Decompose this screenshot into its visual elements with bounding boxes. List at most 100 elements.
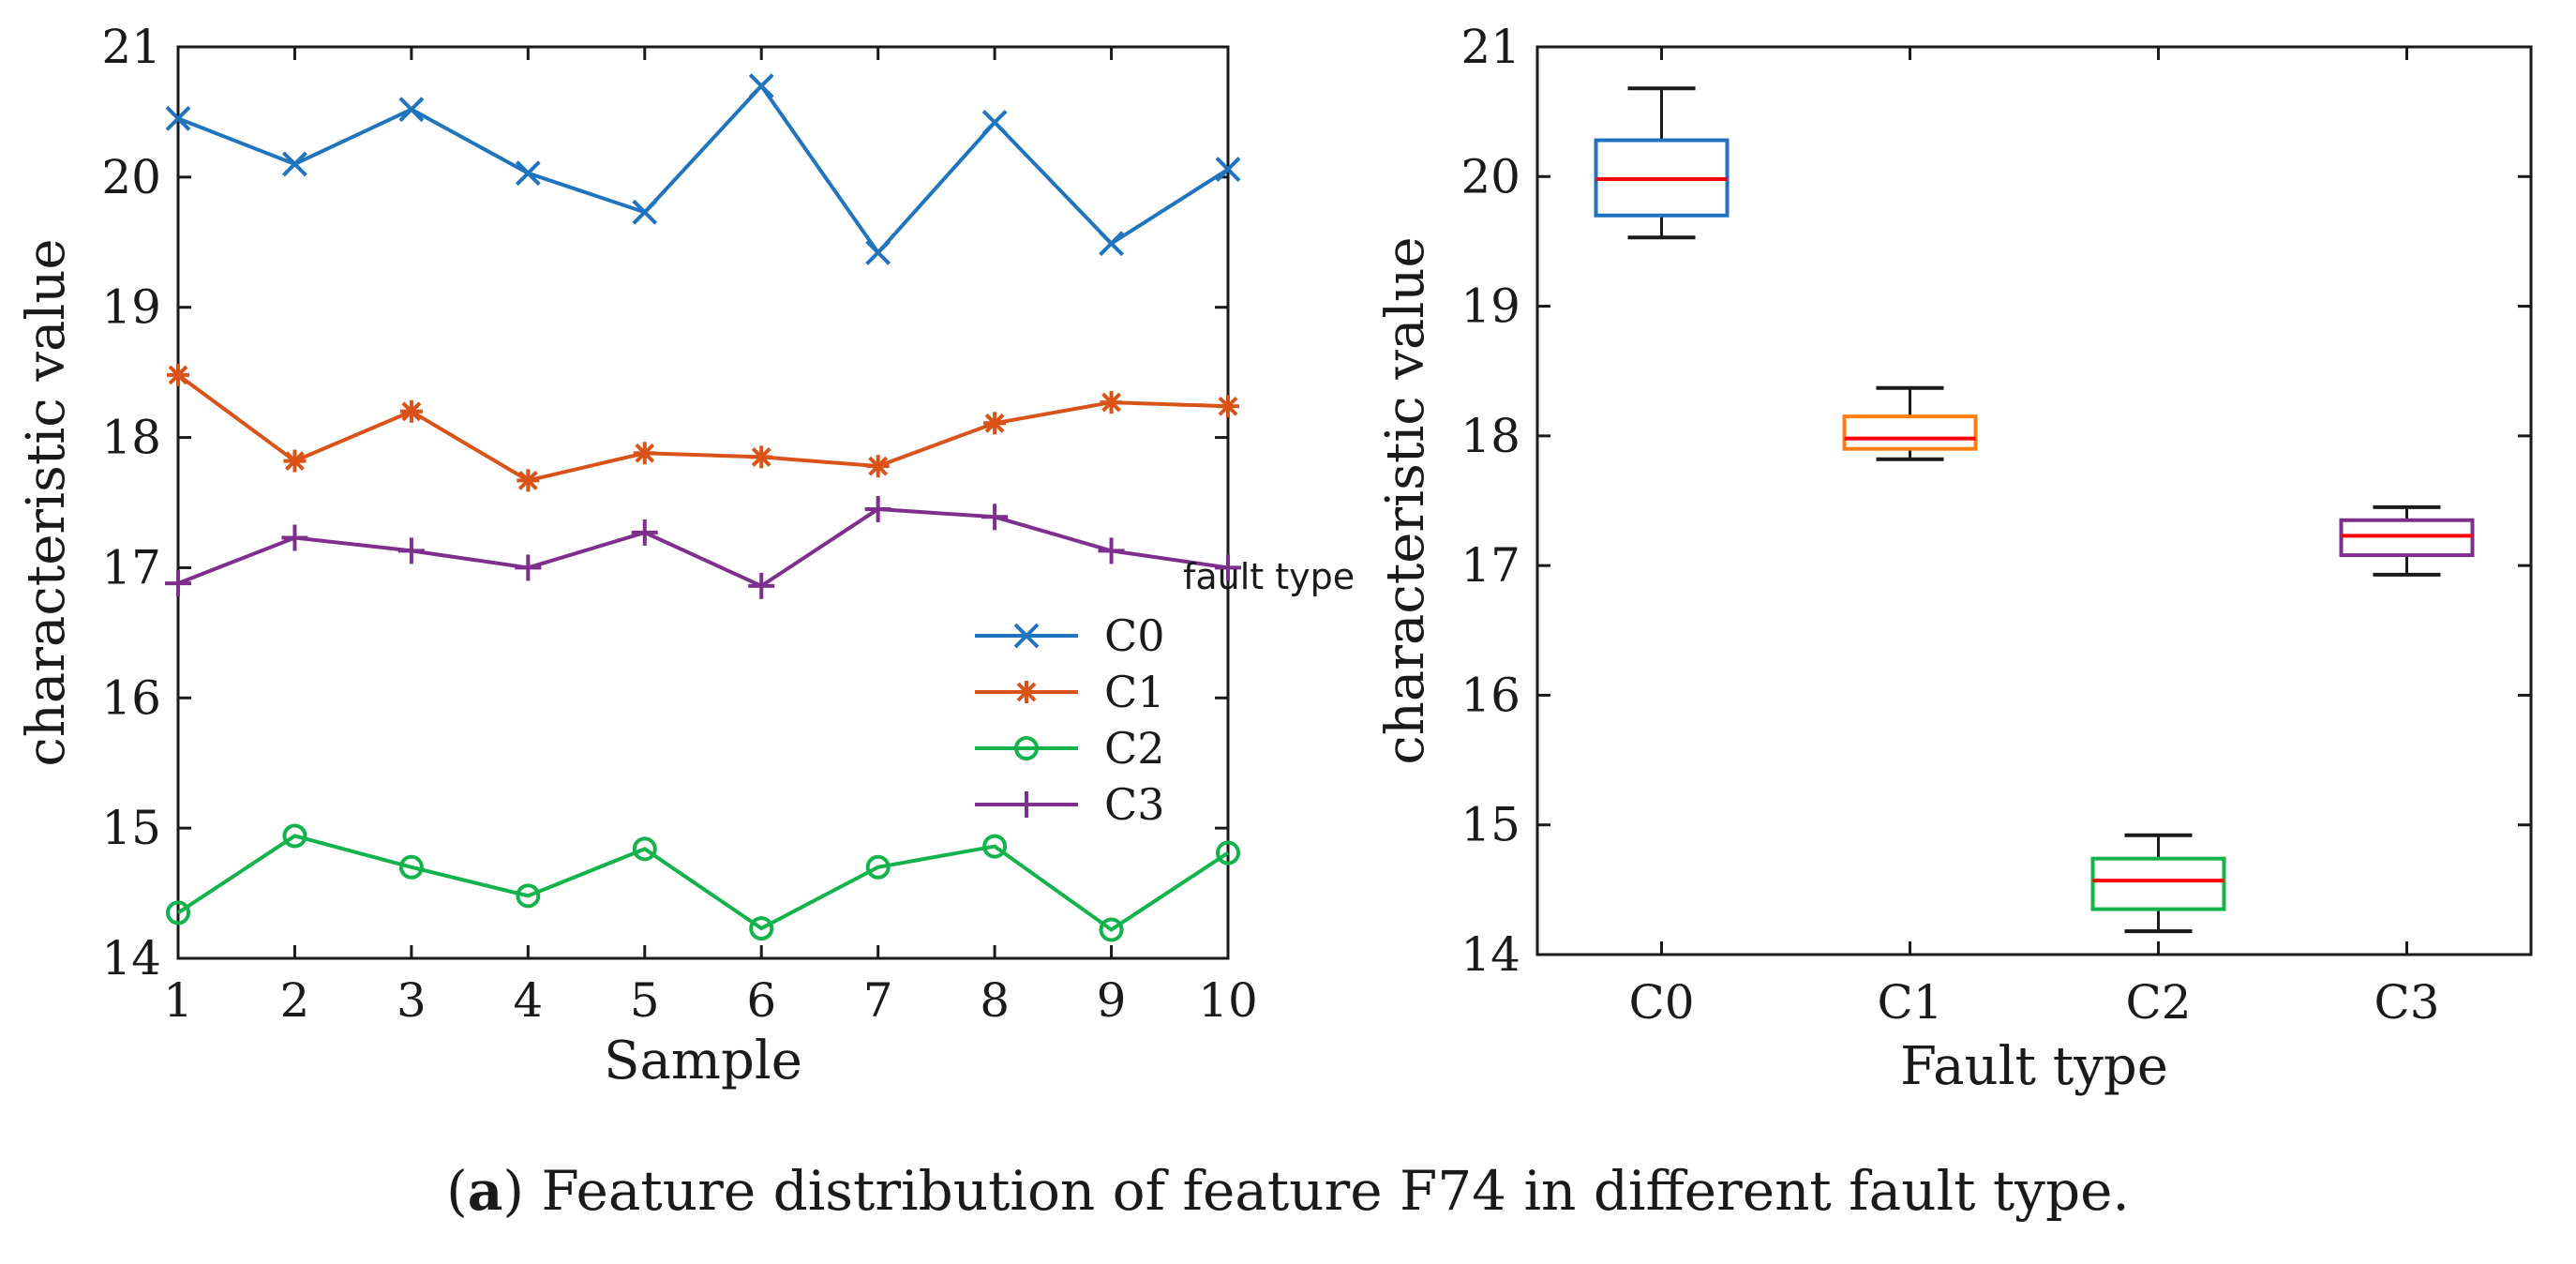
series-line: [177, 83, 1230, 256]
y-tick-label: 18: [101, 411, 161, 465]
series-line: [176, 373, 1229, 483]
legend-entry: C3: [975, 779, 1164, 830]
caption-text: ) Feature distribution of feature F74 in…: [502, 1159, 2129, 1223]
data-point: [1215, 554, 1241, 581]
y-tick-label: 16: [101, 670, 161, 725]
data-point: [866, 455, 890, 478]
plot-area-frame: [176, 45, 1230, 960]
y-tick-label: 21: [1460, 20, 1520, 74]
data-point: [282, 823, 307, 849]
data-point: [516, 883, 541, 909]
data-point: [515, 160, 541, 187]
caption-letter: a: [468, 1159, 503, 1223]
y-tick-label: 17: [1460, 538, 1520, 593]
x-tick-label: C3: [2374, 975, 2439, 1030]
series-line: [176, 834, 1230, 932]
data-point: [749, 916, 774, 941]
x-tick-label: 3: [397, 973, 427, 1028]
data-point: [398, 97, 425, 123]
y-tick-label: 14: [1460, 927, 1520, 982]
data-point: [281, 524, 308, 551]
y-tick-label: 21: [101, 20, 161, 74]
legend-label: C0: [1104, 610, 1164, 661]
x-tick-label: 1: [163, 973, 193, 1028]
y-tick-label: 20: [101, 150, 161, 204]
box-c1: [1842, 385, 1978, 461]
data-point: [750, 445, 773, 469]
box-chart: 14 15 16 17 18 19 20 21 C0 C1 C2 C3 Fault type charac…: [1375, 20, 2533, 1097]
series-c3: [165, 495, 1241, 599]
y-tick-label: 18: [1460, 409, 1520, 463]
data-point: [981, 110, 1008, 135]
x-tick-label: 2: [280, 973, 310, 1028]
data-point: [864, 495, 891, 522]
y-tick-label: 19: [1460, 279, 1520, 334]
y-tick-label: 15: [101, 801, 161, 855]
y-tick-label: 16: [1460, 668, 1520, 722]
data-point: [1098, 537, 1125, 564]
data-point: [1099, 917, 1124, 942]
data-point: [165, 570, 191, 597]
annotation-fault-type: fault type: [1183, 556, 1355, 597]
data-point: [515, 554, 542, 581]
data-point: [633, 442, 656, 465]
data-point: [748, 572, 775, 599]
y-tick-label: 15: [1460, 798, 1520, 852]
legend-marker: [1013, 791, 1040, 818]
data-point: [1100, 391, 1123, 414]
legend-entry: C2: [975, 723, 1164, 774]
legend-marker: [1015, 681, 1038, 703]
legend-label: C1: [1104, 667, 1164, 717]
y-axis-label: characteristic value: [16, 238, 77, 766]
y-tick-label: 20: [1460, 149, 1520, 203]
data-point: [167, 363, 189, 386]
box-c0: [1594, 86, 1730, 240]
data-point: [283, 449, 307, 473]
y-tick-label: 19: [101, 280, 161, 335]
x-axis-label: Fault type: [1900, 1036, 2168, 1097]
data-point: [865, 239, 891, 265]
y-tick-label: 17: [101, 540, 161, 594]
x-tick-label: C0: [1628, 975, 1694, 1030]
legend-entry: C0: [975, 610, 1164, 661]
data-point: [632, 199, 658, 225]
data-point: [166, 900, 190, 925]
y-axis-label: characteristic value: [1375, 236, 1436, 764]
x-tick-label: C1: [1877, 975, 1942, 1030]
box-iqr: [1842, 414, 1978, 451]
data-point: [1217, 395, 1239, 418]
data-point: [1215, 157, 1241, 182]
series-c0: [165, 73, 1241, 265]
x-axis-label: Sample: [604, 1031, 802, 1091]
data-point: [1216, 840, 1240, 865]
caption-open-paren: (: [446, 1159, 468, 1223]
box-c3: [2339, 504, 2475, 577]
data-point: [982, 834, 1008, 859]
figure-caption: (a) Feature distribution of feature F74 …: [446, 1159, 2130, 1223]
series-c2: [166, 823, 1240, 942]
data-point: [748, 73, 774, 99]
x-tick-label: 6: [746, 973, 776, 1028]
x-tick-label: 7: [863, 973, 893, 1028]
data-point: [983, 412, 1007, 435]
box-iqr: [2090, 856, 2226, 911]
x-tick-label: 9: [1097, 973, 1127, 1028]
legend-label: C3: [1104, 779, 1164, 830]
data-point: [397, 537, 425, 564]
data-point: [282, 151, 307, 177]
data-point: [1099, 231, 1124, 257]
x-tick-label: 8: [980, 973, 1010, 1028]
data-point: [165, 105, 191, 131]
box-iqr: [2339, 518, 2475, 558]
x-tick-label: 4: [513, 973, 543, 1028]
series-line: [177, 506, 1229, 589]
data-point: [865, 854, 891, 880]
y-tick-label: 14: [101, 931, 161, 986]
x-tick-label: C2: [2125, 975, 2191, 1030]
x-tick-label: 10: [1198, 973, 1258, 1028]
box-c2: [2090, 833, 2226, 934]
data-point: [632, 836, 657, 862]
data-point: [517, 469, 540, 492]
